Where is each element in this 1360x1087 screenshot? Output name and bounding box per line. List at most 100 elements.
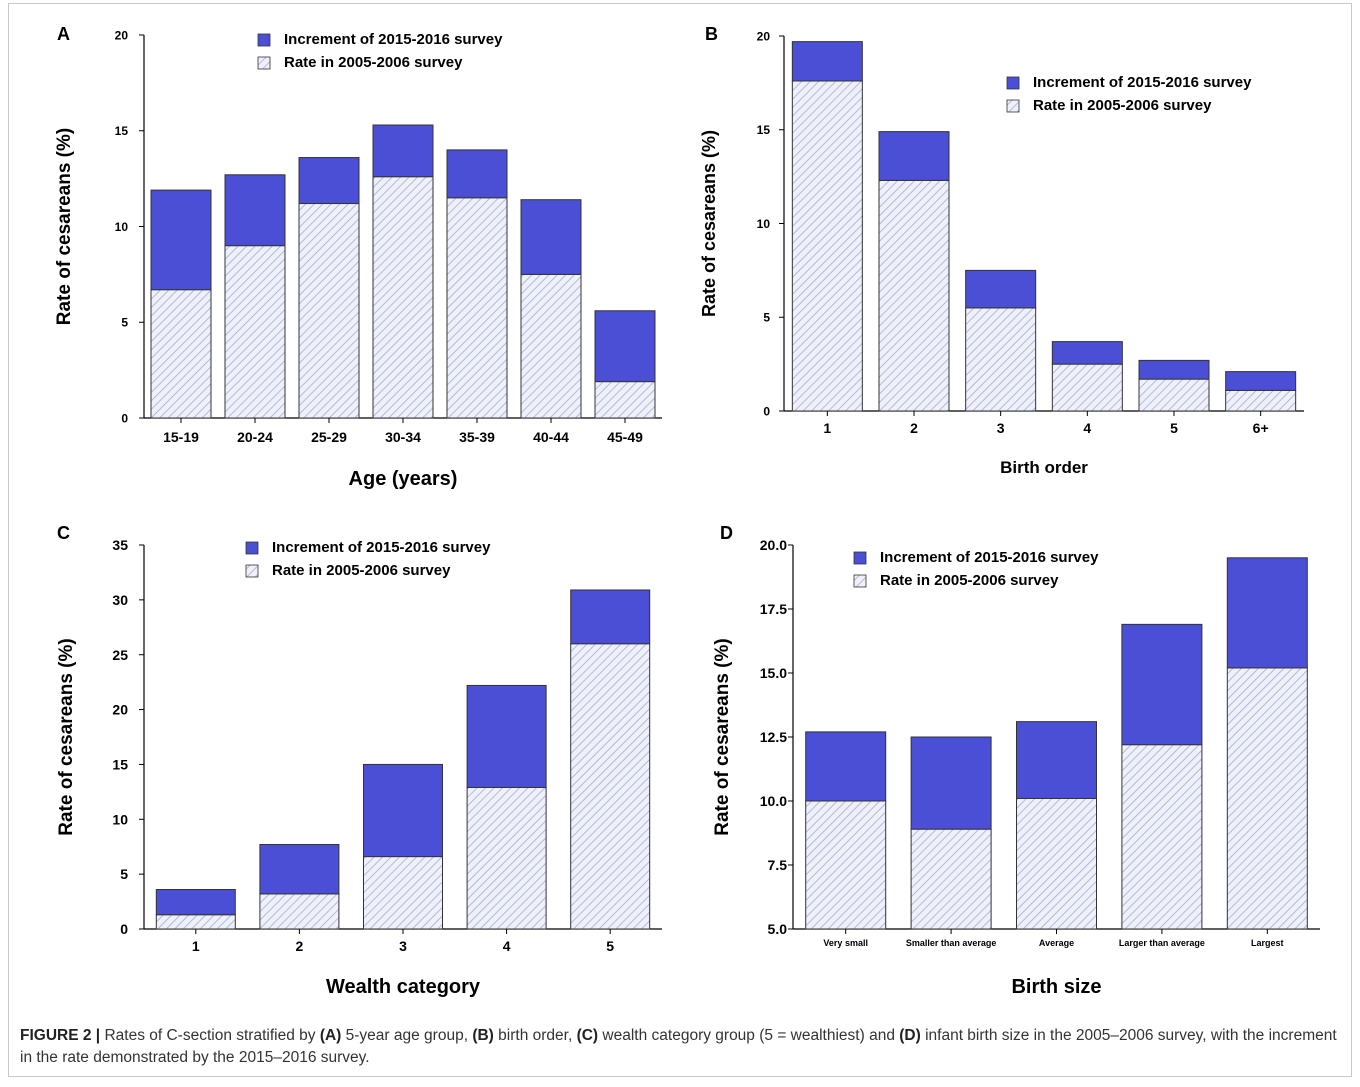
- x-tick-label-b: 5: [1170, 420, 1178, 436]
- bar-base-a-3: [298, 203, 360, 419]
- panel-label-a: A: [57, 24, 70, 44]
- y-tick-label-b: 5: [763, 311, 770, 325]
- bar-base-a-7: [594, 381, 656, 419]
- x-tick-label-d: Very small: [823, 938, 868, 948]
- bar-base-b-4: [1051, 363, 1123, 412]
- panel-label-b: B: [705, 24, 718, 44]
- bar-base-a-5: [446, 197, 508, 419]
- bar-base-d-4: [1121, 744, 1203, 930]
- legend-label-base-b: Rate in 2005-2006 survey: [1033, 97, 1212, 114]
- x-tick-label-b: 4: [1083, 420, 1091, 436]
- bar-increment-b-6: [1225, 371, 1297, 391]
- x-tick-label-c: 5: [606, 938, 614, 954]
- y-tick-label-d: 20.0: [760, 537, 787, 553]
- legend-swatch-increment-d: [853, 551, 867, 565]
- legend-label-base-a: Rate in 2005-2006 survey: [284, 54, 463, 71]
- x-tick-label-a: 25-29: [311, 429, 347, 445]
- y-tick-label-c: 10: [112, 811, 128, 827]
- bar-increment-a-4: [372, 124, 434, 178]
- bar-base-a-4: [372, 176, 434, 419]
- bar-base-d-1: [805, 800, 887, 930]
- caption-text-4: wealth category group (5 = wealthiest) a…: [598, 1027, 900, 1044]
- y-tick-label-c: 15: [112, 756, 128, 772]
- y-axis-label-c: Rate of cesareans (%): [56, 638, 77, 835]
- bar-base-a-2: [224, 245, 286, 419]
- legend-swatch-increment-c: [245, 541, 259, 555]
- y-tick-label-d: 15.0: [760, 665, 787, 681]
- legend-swatch-base-a: [257, 56, 271, 70]
- legend-swatch-increment-a: [257, 33, 271, 47]
- bar-base-b-3: [965, 307, 1037, 412]
- x-axis-label-a: Age (years): [349, 468, 458, 490]
- bar-base-d-3: [1016, 797, 1097, 930]
- bar-increment-d-3: [1016, 721, 1097, 799]
- bar-increment-c-2: [259, 844, 340, 895]
- bar-increment-b-4: [1051, 341, 1123, 365]
- x-tick-label-d: Largest: [1251, 938, 1284, 948]
- x-tick-label-b: 1: [823, 420, 831, 436]
- bar-base-b-5: [1138, 378, 1210, 412]
- bar-increment-a-1: [150, 189, 212, 291]
- bar-increment-a-3: [298, 157, 360, 205]
- y-tick-label-c: 35: [112, 537, 128, 553]
- y-tick-label-c: 30: [112, 592, 128, 608]
- bar-increment-d-5: [1226, 557, 1308, 669]
- x-tick-label-c: 3: [399, 938, 407, 954]
- bar-increment-b-1: [791, 41, 863, 82]
- x-axis-label-d: Birth size: [1011, 976, 1101, 998]
- y-tick-label-a: 0: [121, 411, 128, 425]
- x-tick-label-a: 40-44: [533, 429, 569, 445]
- y-tick-label-d: 5.0: [768, 921, 788, 937]
- x-tick-label-c: 1: [192, 938, 200, 954]
- x-tick-label-a: 20-24: [237, 429, 273, 445]
- x-tick-label-d: Larger than average: [1119, 938, 1205, 948]
- legend-swatch-base-c: [245, 564, 259, 578]
- y-tick-label-c: 25: [112, 647, 128, 663]
- x-axis-label-c: Wealth category: [326, 976, 481, 998]
- y-tick-label-a: 15: [115, 124, 129, 138]
- bar-increment-b-2: [878, 131, 950, 181]
- bar-increment-c-5: [570, 589, 651, 645]
- legend-swatch-base-d: [853, 574, 867, 588]
- bar-base-c-3: [363, 856, 443, 930]
- y-tick-label-a: 5: [121, 316, 128, 330]
- bar-base-b-2: [878, 179, 950, 412]
- figure-caption: FIGURE 2 | Rates of C-section stratified…: [20, 1025, 1340, 1069]
- caption-figure-label: FIGURE 2 |: [20, 1027, 101, 1044]
- panel-label-d: D: [720, 523, 733, 543]
- caption-text-1: Rates of C-section stratified by: [100, 1027, 320, 1044]
- x-tick-label-b: 6+: [1253, 420, 1269, 436]
- bar-base-d-2: [910, 828, 992, 930]
- y-tick-label-a: 20: [115, 28, 129, 42]
- caption-text-3: birth order,: [493, 1027, 577, 1044]
- bar-increment-b-5: [1138, 359, 1210, 380]
- bar-increment-a-5: [446, 149, 508, 199]
- x-tick-label-b: 2: [910, 420, 918, 436]
- caption-label-b: (B): [472, 1027, 494, 1044]
- x-tick-label-c: 2: [296, 938, 304, 954]
- y-tick-label-d: 17.5: [760, 601, 787, 617]
- y-tick-label-d: 10.0: [760, 793, 787, 809]
- bar-base-c-4: [466, 786, 547, 930]
- y-axis-label-a: Rate of cesareans (%): [54, 128, 75, 325]
- bar-base-d-5: [1226, 667, 1308, 930]
- x-axis-label-b: Birth order: [1000, 458, 1088, 477]
- y-tick-label-c: 0: [120, 921, 128, 937]
- bar-base-c-5: [570, 643, 651, 930]
- bar-base-a-1: [150, 289, 212, 419]
- y-tick-label-b: 10: [757, 217, 771, 231]
- y-tick-label-b: 20: [757, 29, 771, 43]
- caption-text-2: 5-year age group,: [341, 1027, 473, 1044]
- legend-label-increment-a: Increment of 2015-2016 survey: [284, 31, 503, 48]
- bar-increment-b-3: [965, 269, 1037, 309]
- legend-label-increment-c: Increment of 2015-2016 survey: [272, 539, 491, 556]
- bar-increment-d-4: [1121, 623, 1203, 746]
- x-tick-label-a: 35-39: [459, 429, 495, 445]
- legend-swatch-increment-b: [1006, 76, 1020, 90]
- y-axis-label-d: Rate of cesareans (%): [712, 638, 733, 835]
- x-tick-label-d: Average: [1039, 938, 1074, 948]
- legend-swatch-base-b: [1006, 99, 1020, 113]
- bar-base-b-6: [1225, 389, 1297, 412]
- y-tick-label-b: 0: [763, 404, 770, 418]
